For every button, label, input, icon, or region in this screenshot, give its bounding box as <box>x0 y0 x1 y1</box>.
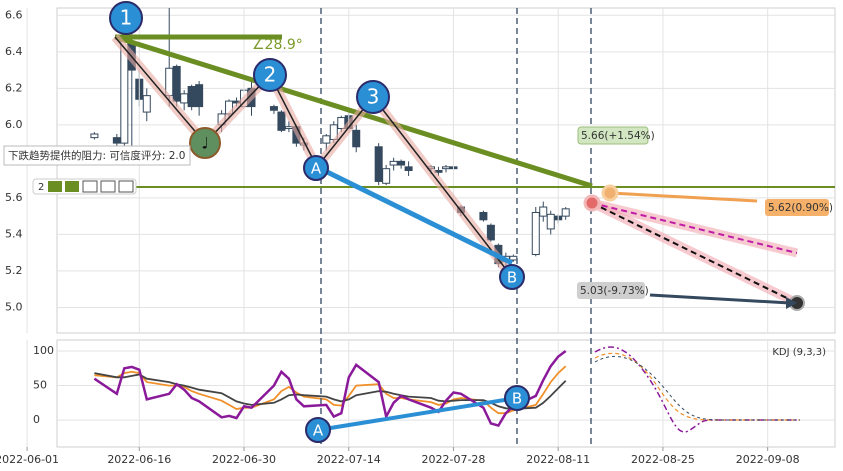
wave-label: A <box>313 422 324 440</box>
target-label: 5.03(-9.73%) <box>580 285 649 297</box>
candle-body <box>172 65 181 102</box>
y-tick-label: 6.6 <box>5 8 23 21</box>
target-box <box>765 199 829 216</box>
wave-marker <box>504 385 530 411</box>
y-tick-label: 50 <box>33 379 47 392</box>
kdj-forecast <box>594 356 800 421</box>
wave-marker <box>305 417 331 443</box>
candle-body <box>277 111 286 131</box>
wave-marker <box>253 58 287 92</box>
wave-label: 1 <box>120 6 133 30</box>
panel-frame <box>56 7 836 334</box>
wave-label: B <box>507 269 517 287</box>
forecast-line <box>591 202 798 304</box>
x-tick-label: 2022-06-16 <box>107 453 171 466</box>
toolbar-icon[interactable] <box>65 181 79 192</box>
panel-frame <box>56 339 836 448</box>
forecast-point <box>583 194 601 212</box>
wave-marker <box>109 1 143 35</box>
tooltip-box <box>3 145 191 166</box>
candle-body <box>284 126 293 130</box>
panel-title: KDJ (9,3,3) <box>772 347 826 358</box>
wave-label: B <box>512 390 522 408</box>
target-box <box>577 282 645 299</box>
x-tick-label: 2022-09-08 <box>736 453 800 466</box>
ab-line <box>315 164 514 266</box>
wave-line <box>114 36 513 278</box>
y-tick-label: 6.2 <box>5 81 23 94</box>
y-tick-label: 5.0 <box>5 300 23 313</box>
candle-body <box>187 86 196 108</box>
candle-body <box>112 137 121 144</box>
x-tick-label: 2022-08-11 <box>526 453 590 466</box>
wave-label: 3 <box>367 85 380 109</box>
x-tick-label: 2022-07-14 <box>317 453 381 466</box>
candle-body <box>539 206 548 217</box>
candle-body <box>531 211 540 255</box>
toolbar-icon[interactable] <box>48 181 62 192</box>
toolbar-icon[interactable] <box>82 180 98 193</box>
candle-body <box>442 166 450 170</box>
candle-body <box>382 168 391 184</box>
target-box <box>577 126 649 145</box>
candle-body <box>479 211 488 221</box>
candle-body <box>322 135 331 144</box>
kdj-forecast <box>594 346 800 433</box>
target-label: 5.62(0.90%) <box>768 202 833 214</box>
note-marker <box>189 127 221 159</box>
candle-body <box>195 84 204 108</box>
wave-label: A <box>311 160 322 178</box>
toolbar-label[interactable]: 2 <box>38 182 44 193</box>
candle-body <box>404 166 413 171</box>
forecast-line <box>591 202 798 254</box>
wave-marker <box>303 155 329 181</box>
y-tick-label: 100 <box>33 344 54 357</box>
candle-body <box>352 129 361 148</box>
plot-area: 5.0 5.2 5.4 5.6 6.0 6.2 6.4 6.6 0 50 100 2022-06-01… <box>0 7 836 466</box>
trend-line <box>114 34 593 189</box>
kdj-line <box>93 349 567 428</box>
candle-body <box>374 146 383 182</box>
angle-label: ∠28.9° <box>252 37 303 53</box>
x-tick-label: 2022-06-30 <box>212 453 276 466</box>
y-tick-label: 5.4 <box>5 227 23 240</box>
candle-body <box>90 133 99 139</box>
candle-body <box>269 106 278 111</box>
target-label: 5.66(+1.54%) <box>581 130 655 142</box>
candle-body <box>546 213 555 230</box>
candle-body <box>180 93 189 104</box>
candle-body <box>486 224 495 241</box>
candle-body <box>561 208 570 217</box>
forecast-line <box>609 191 758 203</box>
toolbar-icon[interactable] <box>118 180 134 193</box>
y-tick-label: 5.2 <box>5 264 23 277</box>
wave-label: 2 <box>264 63 277 87</box>
candle-body <box>509 255 518 261</box>
arrow-head <box>786 297 797 309</box>
tooltip-text: 下跌趋势提供的阻力: 可信度评分: 2.0 <box>8 149 185 162</box>
kdj-line <box>94 372 567 410</box>
candle-body <box>397 160 406 166</box>
note-icon: ♩ <box>201 134 209 153</box>
x-tick-label: 2022-06-01 <box>0 453 59 466</box>
ab-line <box>317 396 518 432</box>
wave-marker <box>356 80 390 114</box>
candle-body <box>389 160 398 166</box>
y-tick-label: 6.4 <box>5 45 23 58</box>
drawings: ♩ 1 2 3 A B A B ∠28.9° 5.66(+1.54%) 5.62… <box>3 1 835 447</box>
kdj-forecast <box>594 352 800 421</box>
wave-marker <box>499 264 525 290</box>
x-tick-label: 2022-08-25 <box>631 453 695 466</box>
forecast-point <box>601 184 619 202</box>
candle-body <box>142 95 151 113</box>
toolbar-icon[interactable] <box>100 180 116 193</box>
y-tick-label: 0 <box>33 413 40 426</box>
y-tick-label: 6.0 <box>5 118 23 131</box>
arrow <box>649 293 791 305</box>
x-tick-label: 2022-07-28 <box>422 453 486 466</box>
y-tick-label: 5.6 <box>5 191 23 204</box>
